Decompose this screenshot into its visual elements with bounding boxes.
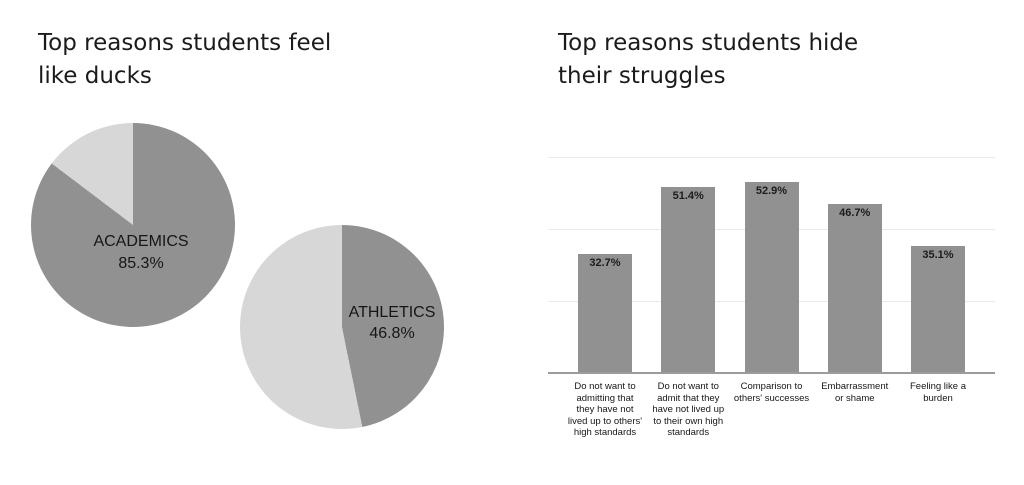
bar: 52.9% bbox=[744, 182, 799, 372]
academics-pie-chart[interactable] bbox=[31, 123, 235, 327]
pie-chart-title: Top reasons students feel like ducks bbox=[38, 30, 332, 89]
bar-category-label: Embarrassment or shame bbox=[821, 381, 889, 404]
bar: 35.1% bbox=[911, 246, 965, 372]
athletics-pie-chart[interactable] bbox=[240, 225, 444, 429]
bar-category-label: Feeling like a burden bbox=[910, 381, 966, 404]
bar-value-label: 35.1% bbox=[922, 249, 954, 261]
x-axis-line bbox=[548, 372, 995, 374]
bar-category-label: Comparison to others' successes bbox=[733, 381, 810, 404]
bar-value-label: 52.9% bbox=[755, 185, 788, 197]
bar-category-label: Do not want to admitting that they have … bbox=[567, 381, 643, 438]
struggles-bar-chart[interactable]: 32.7% 51.4% 52.9% 46.7% 35.1% bbox=[548, 157, 995, 374]
bar-value-label: 51.4% bbox=[672, 190, 704, 202]
bar-category-label: Do not want to admit that they have not … bbox=[652, 381, 725, 438]
bar: 51.4% bbox=[661, 187, 716, 372]
bar-category-labels: Do not want to admitting that they have … bbox=[548, 381, 995, 451]
bar: 46.7% bbox=[827, 204, 882, 372]
bar-value-label: 46.7% bbox=[839, 207, 871, 219]
bar: 32.7% bbox=[578, 254, 632, 372]
academics-slice-label: ACADEMICS 85.3% bbox=[93, 233, 189, 272]
athletics-slice-label: ATHLETICS 46.8% bbox=[348, 304, 436, 342]
gridline-60 bbox=[548, 157, 995, 158]
bar-chart-title: Top reasons students hide their struggle… bbox=[558, 30, 859, 89]
bar-value-label: 32.7% bbox=[589, 257, 621, 269]
